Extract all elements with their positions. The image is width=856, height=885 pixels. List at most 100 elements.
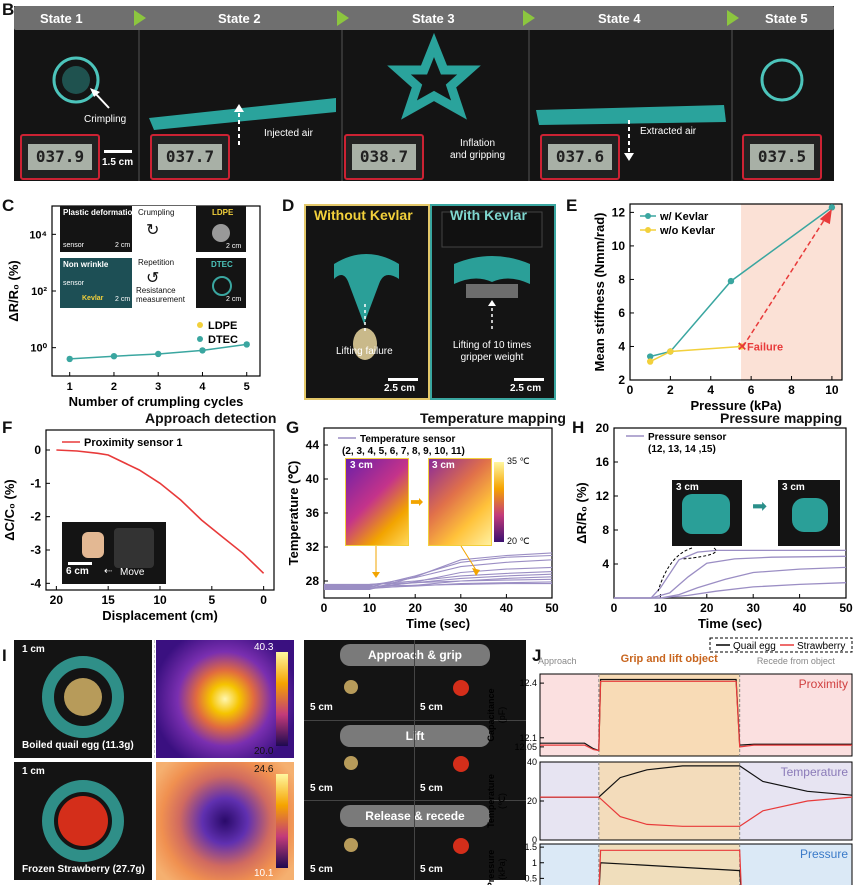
gripper-icon: [792, 498, 828, 532]
panel-label-j: J: [532, 646, 542, 665]
y-axis-label: Temperature: [486, 774, 496, 828]
phase-label: Grip and lift object: [621, 653, 719, 665]
pointer-arrow-icon: [472, 568, 480, 576]
y-axis-label: ΔR/R₀ (%): [6, 260, 21, 321]
x-axis-label: Number of crumpling cycles: [69, 394, 244, 408]
x-tick-label: 6: [748, 383, 755, 397]
x-tick-label: 0: [627, 383, 634, 397]
y-axis-label: Mean stiffness (Nmm/rad): [592, 213, 607, 372]
scale-label: 2 cm: [226, 296, 242, 303]
x-axis-label: Displacement (cm): [102, 608, 218, 623]
scale-label: 3 cm: [676, 482, 699, 493]
panel-label-e: E: [566, 196, 578, 215]
series-pressure-sensor: [614, 549, 846, 599]
sensor-label: sensor: [63, 242, 85, 249]
series-strawberry: [540, 680, 852, 752]
quail-egg-label: Boiled quail egg (11.3g): [22, 740, 134, 751]
y-tick-label: 20: [527, 796, 537, 806]
quail-egg-photo: [14, 640, 152, 758]
y-tick-label: 28: [306, 574, 320, 588]
scale-label: 2 cm: [115, 242, 131, 249]
multimeter-3: 038.7: [344, 134, 424, 180]
panel-label-b: B: [2, 0, 15, 19]
y-axis-unit: (pF): [497, 707, 507, 724]
strawberry-icon: [453, 838, 469, 854]
y-tick-label: -4: [30, 576, 41, 590]
row-label: Pressure: [800, 847, 848, 861]
x-tick-label: 1: [67, 381, 73, 393]
data-point: [667, 348, 674, 355]
y-tick-label: -3: [30, 543, 41, 557]
inflation-label: Inflation and gripping: [450, 138, 506, 161]
arrow-head-icon: [819, 209, 832, 225]
legend-label: DTEC: [208, 334, 238, 346]
trend-arrow: [742, 217, 827, 347]
legend-marker: [645, 227, 651, 233]
scale-label: 1 cm: [22, 766, 45, 777]
series-quail-egg: [540, 765, 853, 798]
x-tick-label: 10: [153, 593, 167, 607]
quail-egg-thermal: [156, 640, 294, 758]
x-tick-label: 30: [454, 601, 468, 615]
y-tick-label: 0.5: [524, 873, 537, 883]
x-tick-label: 50: [839, 601, 853, 615]
data-point: [199, 347, 206, 354]
state-arrow-icon: [134, 10, 146, 26]
panel-label-d: D: [282, 196, 295, 215]
legend-label: Temperature sensor: [360, 434, 456, 445]
data-point: [828, 204, 836, 211]
scale-label: 5 cm: [420, 864, 443, 875]
thermal-colorbar: [276, 774, 288, 868]
move-label: Move: [120, 567, 145, 578]
x-tick-label: 40: [793, 601, 807, 615]
strawberry-label: Frozen Strawberry (27.7g): [22, 864, 145, 875]
scale-label: 5 cm: [420, 783, 443, 794]
strawberry-icon: [453, 680, 469, 696]
scale-bar-label: 1.5 cm: [102, 157, 134, 168]
scale-label: 5 cm: [310, 702, 333, 713]
y-tick-label: 8: [618, 272, 625, 286]
failure-marker-icon: ✕: [737, 339, 747, 353]
panel-h-title: Pressure mapping: [720, 410, 843, 426]
series-temperature-sensor: [324, 583, 552, 587]
sensor-label: sensor: [63, 280, 85, 287]
y-tick-label: 10⁰: [30, 343, 47, 355]
cycle-arrow-icon: ↻: [146, 222, 160, 239]
series-temperature-sensor: [324, 578, 553, 585]
x-tick-label: 2: [667, 383, 674, 397]
panel-c-inset: Plastic deformation sensor 2 cm Non wrin…: [60, 206, 246, 310]
y-tick-label: 4: [602, 557, 609, 571]
data-point: [243, 341, 250, 348]
y-tick-label: 4: [618, 339, 625, 353]
x-axis-label: Pressure (kPa): [690, 398, 781, 412]
data-point: [737, 343, 745, 350]
y-tick-label: -1: [30, 476, 41, 490]
scale-label: 5 cm: [310, 864, 333, 875]
legend-label: w/o Kevlar: [659, 225, 716, 237]
meter-reading: 038.7: [352, 144, 416, 170]
scale-bar: [68, 562, 92, 565]
right-arrow-icon: ➡: [752, 496, 768, 516]
scale-label: 5 cm: [310, 783, 333, 794]
panel-g-title: Temperature mapping: [420, 410, 566, 426]
gripper-with-icon: [454, 256, 530, 284]
series-strawberry: [540, 796, 853, 827]
data-point: [646, 358, 654, 365]
meter-reading: 037.5: [750, 144, 814, 170]
x-tick-label: 3: [155, 381, 161, 393]
scale-bar: [514, 378, 544, 381]
weight-icon: [353, 328, 377, 360]
multimeter-2: 037.7: [150, 134, 230, 180]
x-axis-label: Time (sec): [406, 616, 470, 631]
x-tick-label: 20: [409, 601, 423, 615]
grip-phase-region: [598, 762, 740, 840]
ldpe-tag: LDPE: [212, 208, 234, 217]
quail-egg-icon: [344, 838, 358, 852]
data-point: [110, 352, 118, 360]
thermal-colorbar: [494, 462, 504, 542]
gripper-state2-icon: [149, 98, 336, 130]
multimeter-5: 037.5: [742, 134, 822, 180]
y-axis-unit: (℃): [497, 793, 507, 809]
